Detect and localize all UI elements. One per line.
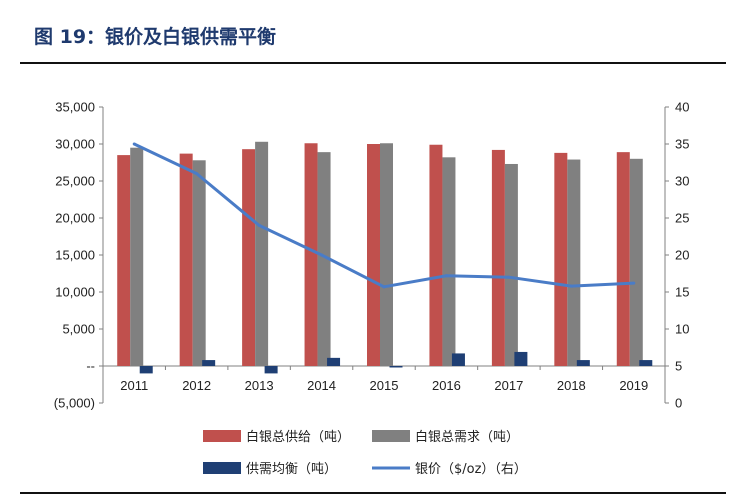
right-tick-label: 25 <box>675 211 689 226</box>
right-tick-label: 10 <box>675 322 689 337</box>
chart-bars <box>117 141 653 374</box>
supply-bar <box>554 152 568 366</box>
category-label: 2014 <box>307 378 336 393</box>
balance-bar <box>576 360 590 366</box>
right-tick-label: 40 <box>675 100 689 115</box>
price-point <box>257 223 261 227</box>
bottom-divider <box>20 492 726 494</box>
left-tick-label: 5,000 <box>62 322 95 337</box>
category-label: 2017 <box>494 378 523 393</box>
legend-supply-label: 白银总供给（吨） <box>246 429 350 445</box>
supply-bar <box>429 144 443 366</box>
price-point <box>320 253 324 257</box>
demand-bar <box>442 157 456 366</box>
left-tick-label: 25,000 <box>55 174 95 189</box>
right-tick-label: 20 <box>675 248 689 263</box>
left-tick-label: 30,000 <box>55 137 95 152</box>
legend-demand-label: 白银总需求（吨） <box>415 429 519 445</box>
left-tick-label: 35,000 <box>55 100 95 115</box>
balance-bar <box>139 366 153 374</box>
category-label: 2015 <box>370 378 399 393</box>
left-tick-label: 10,000 <box>55 285 95 300</box>
right-tick-label: 5 <box>675 359 682 374</box>
demand-bar <box>567 159 581 366</box>
demand-bar <box>130 147 144 366</box>
legend-balance-swatch <box>203 462 241 474</box>
right-tick-label: 0 <box>675 396 682 411</box>
demand-bar <box>255 141 269 366</box>
legend-demand-swatch <box>372 430 410 442</box>
price-point <box>444 274 448 278</box>
balance-bar <box>264 366 278 374</box>
category-label: 2012 <box>182 378 211 393</box>
category-label: 2016 <box>432 378 461 393</box>
demand-bar <box>380 143 393 366</box>
right-tick-label: 35 <box>675 137 689 152</box>
left-tick-label: 15,000 <box>55 248 95 263</box>
figure-title: 图 19：银价及白银供需平衡 <box>34 26 277 48</box>
legend-price-label: 银价（$/oz）（右） <box>415 462 527 477</box>
balance-bar <box>389 366 403 368</box>
category-label: 2018 <box>557 378 586 393</box>
balance-bar <box>202 360 216 366</box>
category-label: 2013 <box>245 378 274 393</box>
price-line-series <box>132 142 636 289</box>
right-tick-label: 15 <box>675 285 689 300</box>
price-point <box>195 172 199 176</box>
category-label: 2019 <box>619 378 648 393</box>
category-label: 2011 <box>120 378 148 393</box>
demand-bar <box>504 163 518 366</box>
supply-bar <box>242 149 256 366</box>
supply-bar <box>616 152 630 366</box>
balance-bar <box>639 360 653 366</box>
chart-legend: 白银总供给（吨） 白银总需求（吨） 供需均衡（吨） 银价（$/oz）（右） <box>203 429 527 477</box>
demand-bar <box>192 160 206 366</box>
demand-bar <box>317 152 331 366</box>
legend-balance-label: 供需均衡（吨） <box>246 462 337 477</box>
price-point <box>132 142 136 146</box>
supply-bar <box>304 143 318 366</box>
balance-bar <box>451 353 465 366</box>
left-tick-label: 20,000 <box>55 211 95 226</box>
balance-bar <box>514 351 528 366</box>
supply-bar <box>117 155 131 366</box>
balance-bar <box>327 357 341 366</box>
legend-supply-swatch <box>203 430 241 442</box>
price-point <box>507 275 511 279</box>
left-tick-label: (5,000) <box>54 396 95 411</box>
title-divider <box>20 62 726 64</box>
demand-bar <box>629 158 643 366</box>
price-point <box>632 281 636 285</box>
left-tick-label: -- <box>86 359 95 374</box>
price-point <box>382 285 386 289</box>
supply-bar <box>491 149 505 366</box>
supply-bar <box>367 144 380 366</box>
supply-bar <box>179 153 193 366</box>
chart-ticks: (5,000) -- 5,000 10,000 15,000 20,000 25,000 30… <box>54 100 690 411</box>
right-tick-label: 30 <box>675 174 689 189</box>
price-point <box>569 284 573 288</box>
